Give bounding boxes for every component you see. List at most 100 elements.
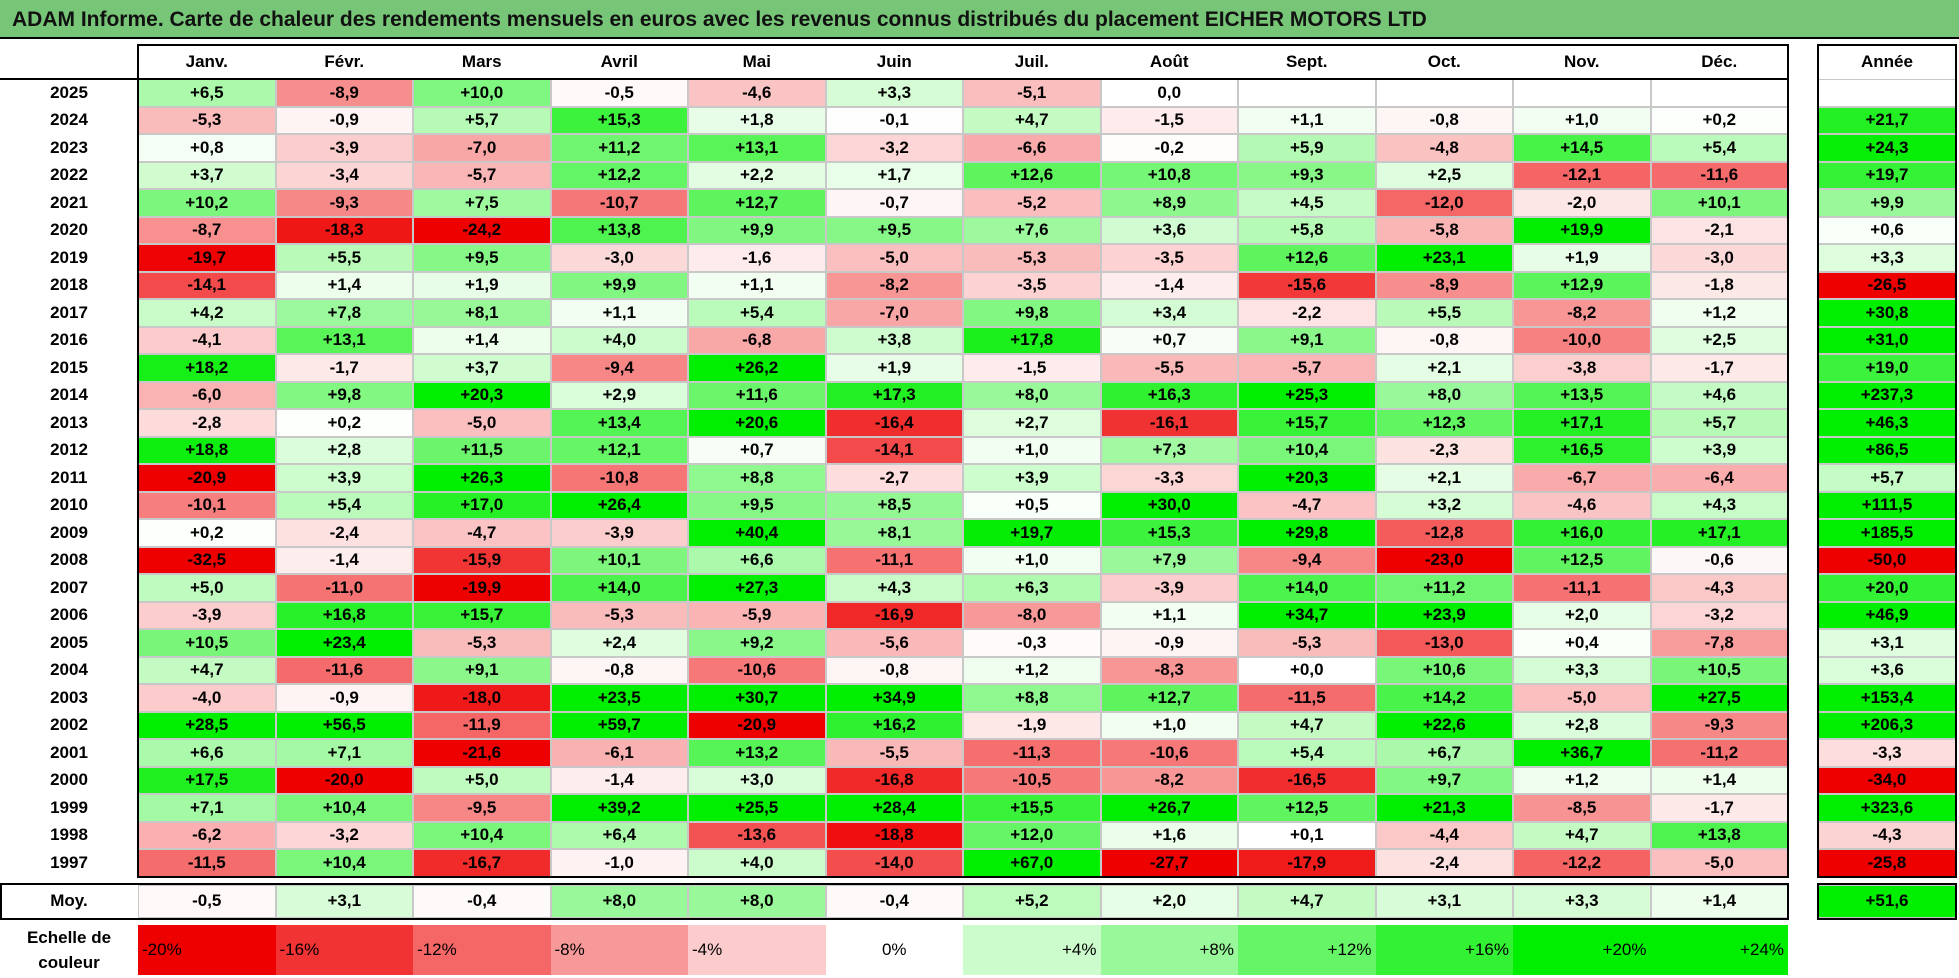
heatmap-cell: +5,0	[413, 766, 551, 794]
heatmap-cell: -16,9	[825, 601, 963, 629]
average-cell: -0,4	[825, 884, 963, 918]
heatmap-cell: +19,7	[963, 519, 1101, 547]
month-header: Août	[1100, 45, 1238, 79]
heatmap-cell: +0,4	[1513, 629, 1651, 657]
month-header: Janv.	[138, 45, 276, 79]
heatmap-cell: +17,1	[1650, 519, 1788, 547]
heatmap-cell: +5,9	[1238, 134, 1376, 162]
heatmap-cell: -0,7	[825, 189, 963, 217]
heatmap-cell: -8,7	[138, 216, 276, 244]
month-header: Juil.	[963, 45, 1101, 79]
heatmap-cell: -1,7	[1650, 354, 1788, 382]
heatmap-cell: -21,6	[413, 739, 551, 767]
heatmap-cell: +7,1	[138, 794, 276, 822]
heatmap-cell: +12,3	[1375, 409, 1513, 437]
heatmap-cell: +10,4	[1238, 436, 1376, 464]
heatmap-cell: +6,3	[963, 574, 1101, 602]
heatmap-cell: +7,6	[963, 216, 1101, 244]
heatmap-cell: +5,4	[1238, 739, 1376, 767]
heatmap-cell: +4,0	[550, 326, 688, 354]
heatmap-cell	[1513, 79, 1651, 107]
heatmap-cell: -12,2	[1513, 849, 1651, 877]
year-label: 1997	[0, 849, 138, 877]
heatmap-cell: +36,7	[1513, 739, 1651, 767]
heatmap-cell: +22,6	[1375, 711, 1513, 739]
heatmap-cell: -1,0	[550, 849, 688, 877]
heatmap-cell: -3,9	[1100, 574, 1238, 602]
heatmap-cell: +0,2	[138, 519, 276, 547]
heatmap-cell: -2,4	[275, 519, 413, 547]
annual-cell: -3,3	[1818, 739, 1956, 767]
heatmap-cell: +7,1	[275, 739, 413, 767]
heatmap-cell: -3,0	[1650, 244, 1788, 272]
heatmap-cell: +7,9	[1100, 546, 1238, 574]
average-cell: +3,1	[275, 884, 413, 918]
heatmap-cell: +1,0	[1513, 106, 1651, 134]
heatmap-cell: +9,7	[1375, 766, 1513, 794]
color-scale-step: +16%	[1375, 925, 1513, 975]
heatmap-cell: +23,4	[275, 629, 413, 657]
heatmap-cell: -8,0	[963, 601, 1101, 629]
heatmap-cell: +5,4	[275, 491, 413, 519]
heatmap-cell: -13,0	[1375, 629, 1513, 657]
heatmap-cell: -5,6	[825, 629, 963, 657]
heatmap-cell: -1,5	[1100, 106, 1238, 134]
heatmap-cell: -4,0	[138, 684, 276, 712]
heatmap-cell: +1,9	[1513, 244, 1651, 272]
heatmap-cell: +12,7	[1100, 684, 1238, 712]
heatmap-cell: +11,2	[550, 134, 688, 162]
color-scale-step: +8%	[1100, 925, 1238, 975]
heatmap-cell: -2,2	[1238, 299, 1376, 327]
heatmap-cell: +15,5	[963, 794, 1101, 822]
heatmap-cell: +3,8	[825, 326, 963, 354]
heatmap-cell: +9,1	[413, 656, 551, 684]
heatmap-cell: -9,4	[550, 354, 688, 382]
month-header: Mai	[688, 45, 826, 79]
heatmap-cell: +18,8	[138, 436, 276, 464]
heatmap-cell: -18,8	[825, 821, 963, 849]
heatmap-cell: +2,9	[550, 381, 688, 409]
heatmap-cell: +8,0	[1375, 381, 1513, 409]
heatmap-cell: +6,6	[138, 739, 276, 767]
heatmap-cell: +0,2	[275, 409, 413, 437]
year-label: 2021	[0, 189, 138, 217]
heatmap-cell: +26,3	[413, 464, 551, 492]
heatmap-cell: -4,4	[1375, 821, 1513, 849]
heatmap-cell	[1238, 79, 1376, 107]
heatmap-cell: +14,2	[1375, 684, 1513, 712]
heatmap-cell: +10,0	[413, 79, 551, 107]
heatmap-cell: -8,9	[275, 79, 413, 107]
report-title: ADAM Informe. Carte de chaleur des rende…	[0, 0, 1959, 39]
heatmap-cell: -0,8	[1375, 326, 1513, 354]
heatmap-cell: -5,3	[963, 244, 1101, 272]
heatmap-cell: -15,9	[413, 546, 551, 574]
color-scale-step: -16%	[275, 925, 413, 975]
heatmap-cell: +6,5	[138, 79, 276, 107]
heatmap-cell: +16,5	[1513, 436, 1651, 464]
heatmap-cell: -2,3	[1375, 436, 1513, 464]
heatmap-cell: -10,0	[1513, 326, 1651, 354]
annual-cell: +323,6	[1818, 794, 1956, 822]
heatmap-cell: +5,4	[1650, 134, 1788, 162]
heatmap-cell: -0,9	[1100, 629, 1238, 657]
heatmap-cell: +4,7	[963, 106, 1101, 134]
heatmap-cell: -1,8	[1650, 271, 1788, 299]
heatmap-cell: +3,9	[275, 464, 413, 492]
heatmap-cell: -10,1	[138, 491, 276, 519]
month-header: Sept.	[1238, 45, 1376, 79]
heatmap-cell: +9,3	[1238, 161, 1376, 189]
heatmap-cell: +1,6	[1100, 821, 1238, 849]
color-scale-step: -4%	[688, 925, 826, 975]
heatmap-cell: +39,2	[550, 794, 688, 822]
heatmap-cell: +9,8	[275, 381, 413, 409]
heatmap-cell: -3,5	[1100, 244, 1238, 272]
heatmap-cell: +13,1	[275, 326, 413, 354]
heatmap-cell: +7,8	[275, 299, 413, 327]
heatmap-cell: +1,1	[688, 271, 826, 299]
heatmap-cell: -6,8	[688, 326, 826, 354]
year-label: 2007	[0, 574, 138, 602]
heatmap-cell: -7,0	[413, 134, 551, 162]
year-label: 1999	[0, 794, 138, 822]
heatmap-cell: +13,4	[550, 409, 688, 437]
heatmap-cell: +25,5	[688, 794, 826, 822]
